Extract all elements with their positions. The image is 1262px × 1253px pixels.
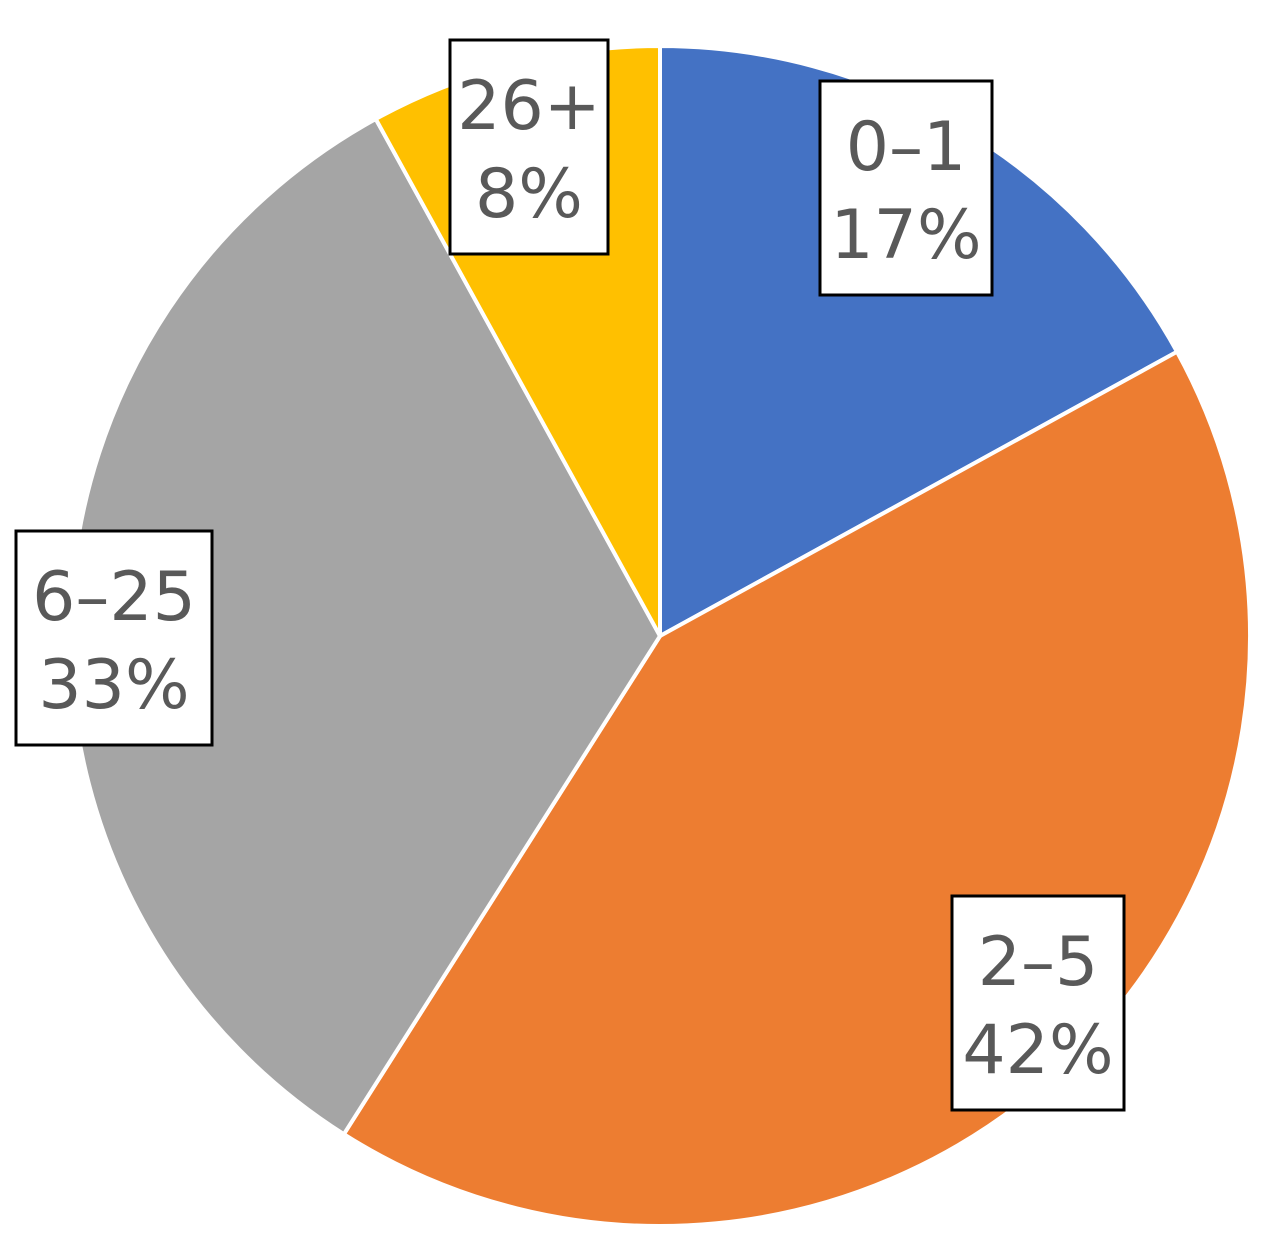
data-label-category: 2–5 [978, 923, 1099, 1002]
data-label-percent: 42% [962, 1011, 1113, 1090]
data-label-1: 0–117% [818, 79, 994, 297]
data-label-box [14, 529, 214, 747]
data-label-box [448, 38, 610, 256]
data-label-category: 0–1 [846, 108, 967, 187]
data-label-box [818, 79, 994, 297]
data-label-4: 26+8% [448, 38, 610, 256]
data-label-category: 26+ [457, 67, 601, 146]
data-label-percent: 8% [475, 155, 583, 234]
data-label-percent: 33% [38, 646, 189, 725]
data-label-percent: 17% [830, 196, 981, 275]
data-label-category: 6–25 [32, 558, 196, 637]
data-label-3: 6–25 33% [14, 529, 214, 747]
data-label-box [950, 894, 1126, 1112]
data-label-2: 2–542% [950, 894, 1126, 1112]
